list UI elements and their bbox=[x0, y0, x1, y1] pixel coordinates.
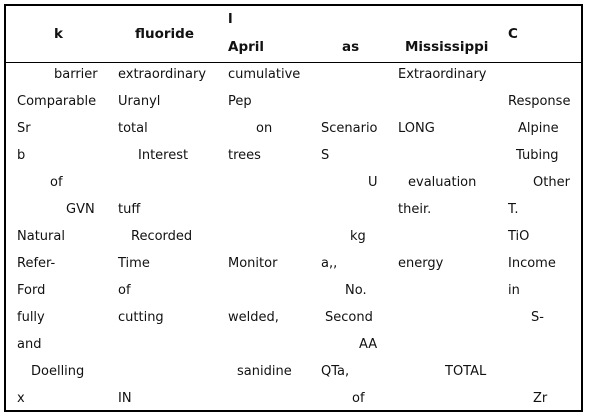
table-cell: Sr bbox=[17, 121, 31, 136]
table-cell: cutting bbox=[118, 310, 164, 325]
table-cell: in bbox=[508, 283, 520, 298]
table-cell: fully bbox=[17, 310, 45, 325]
table-cell: Tubing bbox=[516, 148, 559, 163]
table-cell: of bbox=[118, 283, 131, 298]
table-cell: Response bbox=[508, 94, 571, 109]
table-cell: their. bbox=[398, 202, 432, 217]
table-cell: Ford bbox=[17, 283, 46, 298]
header-cell-l: l bbox=[228, 11, 233, 27]
header-cell-k: k bbox=[54, 26, 63, 42]
table-cell: Doelling bbox=[31, 364, 85, 379]
table-cell: QTa, bbox=[321, 364, 350, 379]
table-cell: TiO bbox=[508, 229, 530, 244]
table-cell: Pep bbox=[228, 94, 252, 109]
table-cell: tuff bbox=[118, 202, 141, 217]
table-cell: No. bbox=[345, 283, 367, 298]
table-cell: AA bbox=[359, 337, 378, 352]
header-divider bbox=[4, 62, 583, 63]
table-cell: T. bbox=[508, 202, 519, 217]
table-cell: extraordinary bbox=[118, 67, 207, 82]
table-cell: sanidine bbox=[237, 364, 292, 379]
table-cell: a,, bbox=[321, 256, 338, 271]
header-cell-as: as bbox=[342, 39, 360, 55]
header-cell-fluoride: fluoride bbox=[135, 26, 194, 42]
table-cell: evaluation bbox=[408, 175, 477, 190]
table-cell: Natural bbox=[17, 229, 65, 244]
table-cell: LONG bbox=[398, 121, 435, 136]
header-cell-mississippi: Mississippi bbox=[405, 39, 489, 55]
table-cell: Scenario bbox=[321, 121, 378, 136]
table-cell: TOTAL bbox=[445, 364, 487, 379]
table-cell: Zr bbox=[533, 391, 548, 406]
header-cell-april: April bbox=[228, 39, 265, 55]
table-cell: barrier bbox=[54, 67, 98, 82]
table-cell: b bbox=[17, 148, 26, 163]
table-cell: cumulative bbox=[228, 67, 301, 82]
table-cell: GVN bbox=[66, 202, 95, 217]
table-border bbox=[4, 4, 583, 412]
table-cell: on bbox=[256, 121, 273, 136]
table-cell: Interest bbox=[138, 148, 189, 163]
header-cell-c: C bbox=[508, 26, 518, 42]
table-cell: Time bbox=[118, 256, 150, 271]
table-cell: Income bbox=[508, 256, 556, 271]
table-cell: U bbox=[368, 175, 378, 190]
table-cell: IN bbox=[118, 391, 132, 406]
table-cell: Monitor bbox=[228, 256, 278, 271]
table-cell: S- bbox=[531, 310, 544, 325]
table-cell: total bbox=[118, 121, 148, 136]
table-cell: Comparable bbox=[17, 94, 97, 109]
table-cell: of bbox=[352, 391, 365, 406]
table-cell: Alpine bbox=[518, 121, 559, 136]
table-cell: energy bbox=[398, 256, 444, 271]
table-cell: Extraordinary bbox=[398, 67, 487, 82]
table-cell: of bbox=[50, 175, 63, 190]
table-cell: Recorded bbox=[131, 229, 193, 244]
table-cell: Other bbox=[533, 175, 570, 190]
table-cell: Refer- bbox=[17, 256, 56, 271]
table-cell: kg bbox=[350, 229, 366, 244]
table-cell: S bbox=[321, 148, 330, 163]
table-cell: trees bbox=[228, 148, 261, 163]
table-cell: and bbox=[17, 337, 42, 352]
table-cell: Second bbox=[325, 310, 373, 325]
table-cell: x bbox=[17, 391, 25, 406]
table-cell: welded, bbox=[228, 310, 279, 325]
table-cell: Uranyl bbox=[118, 94, 161, 109]
